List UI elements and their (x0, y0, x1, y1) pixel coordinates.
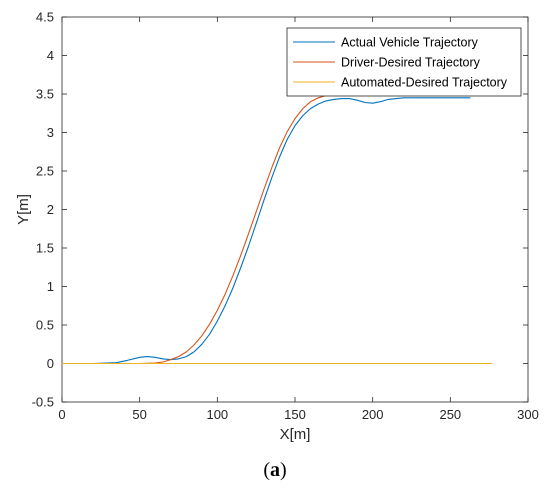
caption-letter: a (270, 459, 280, 481)
y-tick-label: 1 (47, 279, 54, 294)
y-tick-label: 4 (47, 48, 54, 63)
figure-caption: (a) (263, 459, 286, 481)
y-tick-label: 1.5 (36, 241, 54, 256)
legend-label-1: Driver-Desired Trajectory (341, 56, 481, 70)
y-tick-label: 4.5 (36, 10, 54, 25)
series-line-0 (62, 97, 471, 365)
x-tick-label: 0 (58, 407, 65, 422)
y-tick-label: 0 (47, 356, 54, 371)
y-tick-label: -0.5 (32, 395, 54, 410)
x-axis-label: X[m] (280, 426, 311, 443)
axis-ticks: 0 50 100 150 200 250 300 -0.5 0 0.5 1 1.5 2 2.5 3 3.5 4 4… (32, 10, 539, 423)
x-tick-label: 100 (206, 407, 228, 422)
x-tick-label: 50 (132, 407, 146, 422)
legend-label-0: Actual Vehicle Trajectory (341, 36, 479, 50)
x-tick-label: 200 (362, 407, 384, 422)
x-tick-label: 250 (439, 407, 461, 422)
y-tick-label: 2.5 (36, 164, 54, 179)
x-tick-label: 300 (517, 407, 539, 422)
y-tick-label: 2 (47, 202, 54, 217)
y-tick-label: 3.5 (36, 87, 54, 102)
y-axis-label: Y[m] (15, 194, 32, 225)
y-tick-label: 3 (47, 125, 54, 140)
x-tick-label: 150 (284, 407, 306, 422)
y-tick-label: 0.5 (36, 318, 54, 333)
caption-close: ) (280, 459, 287, 481)
legend-label-2: Automated-Desired Trajectory (341, 76, 508, 90)
legend: Actual Vehicle Trajectory Driver-Desired … (286, 27, 522, 97)
caption-open: ( (263, 459, 270, 481)
